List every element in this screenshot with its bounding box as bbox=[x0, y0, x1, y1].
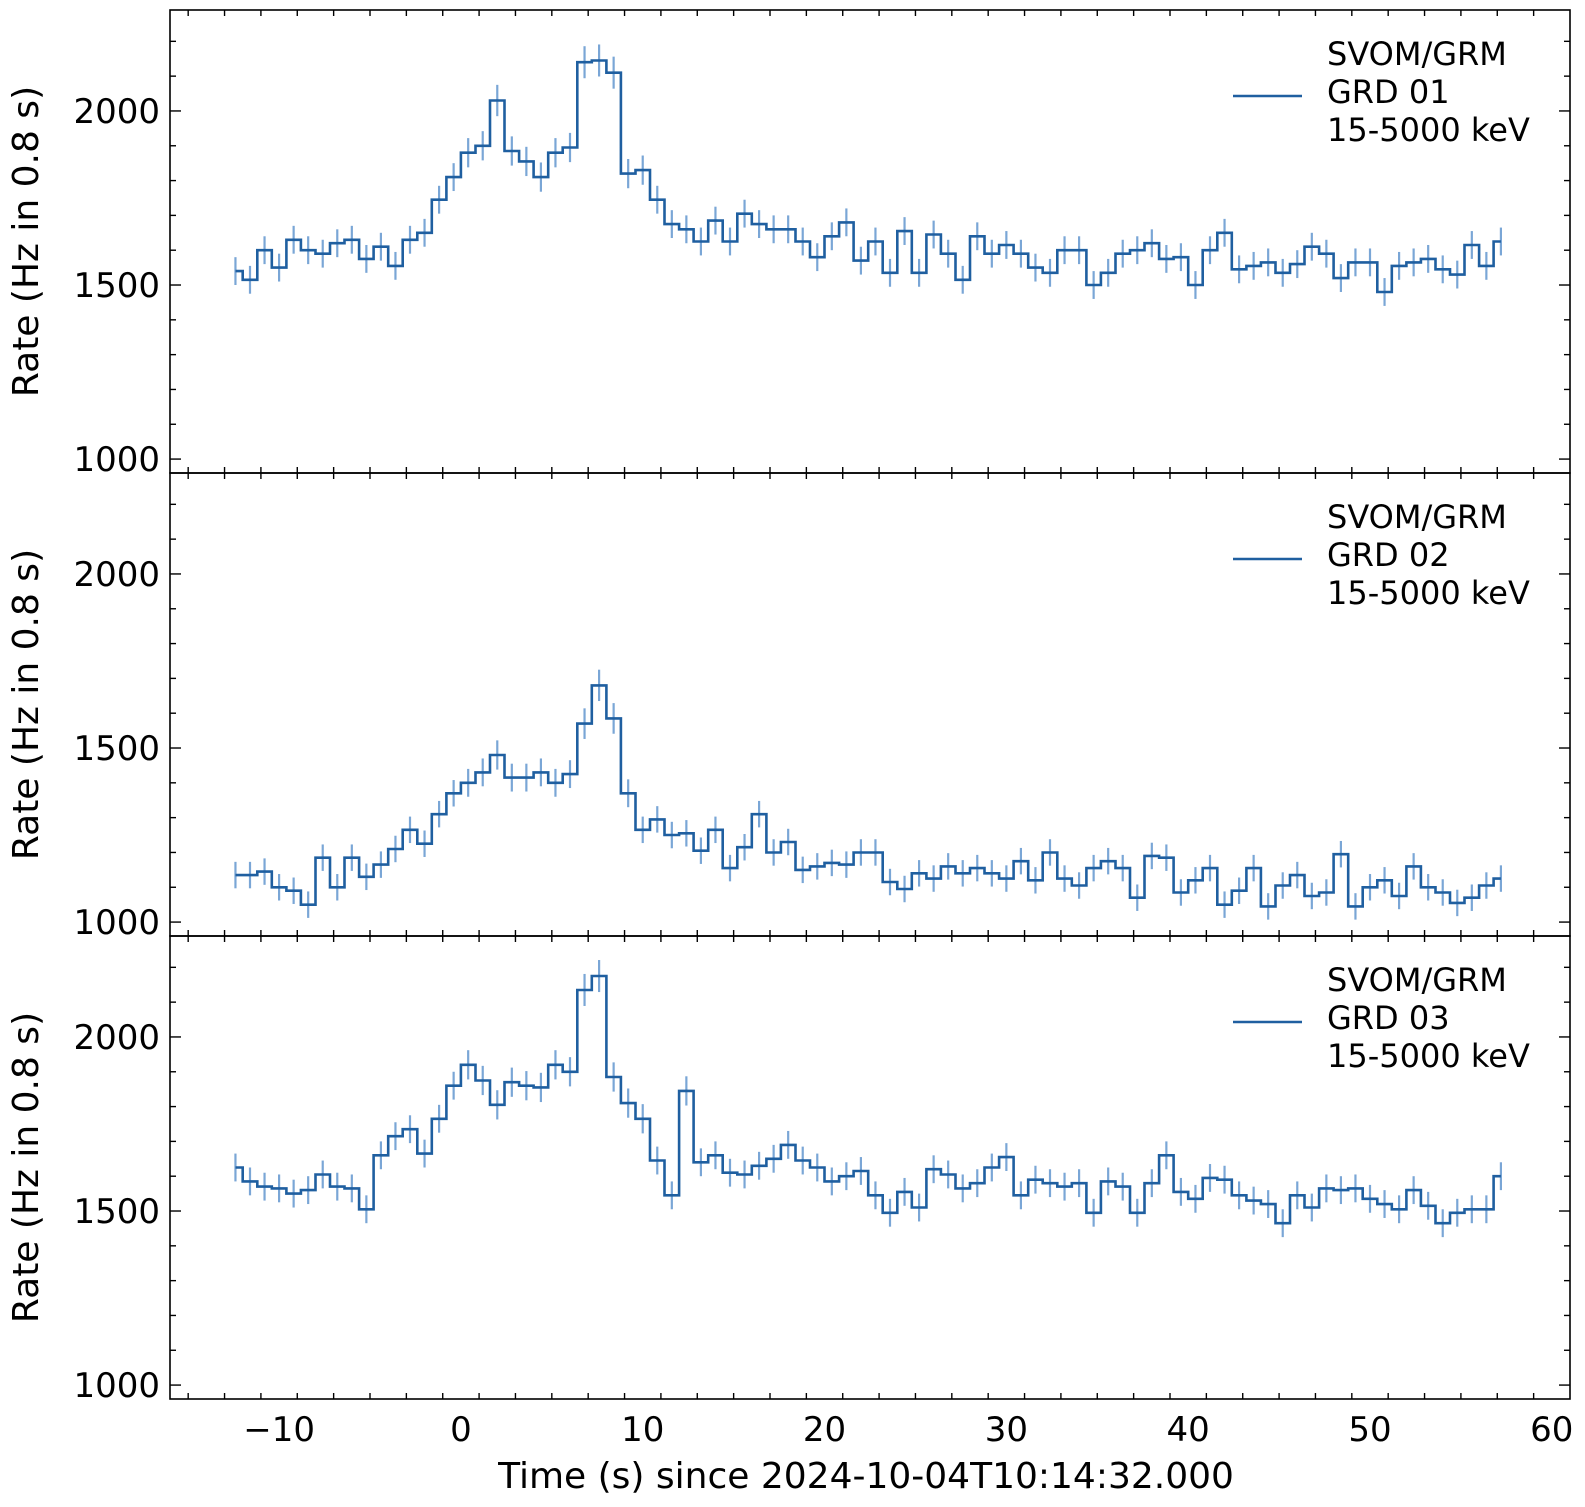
x-tick-labels: −10 0 10 20 30 40 50 60 bbox=[243, 1410, 1573, 1450]
data-line bbox=[235, 684, 1501, 908]
y-axis-label: Rate (Hz in 0.8 s) bbox=[6, 549, 47, 860]
error-bars bbox=[234, 669, 1503, 920]
legend-text-line: 15-5000 keV bbox=[1327, 574, 1530, 612]
error-bars bbox=[234, 44, 1503, 306]
x-ticks bbox=[187, 473, 1535, 936]
legend-text-line: GRD 03 bbox=[1327, 999, 1450, 1037]
panel-3: 1000 1500 2000 Rate (Hz in 0.8 s) SVOM/GRMGR… bbox=[6, 935, 1573, 1450]
y-axis-label: Rate (Hz in 0.8 s) bbox=[6, 1012, 47, 1323]
y-tick-label: 1500 bbox=[73, 266, 160, 306]
legend-text-line: GRD 02 bbox=[1327, 536, 1450, 574]
data-line bbox=[235, 59, 1501, 294]
y-tick-label: 1500 bbox=[73, 1192, 160, 1232]
legend-text-line: SVOM/GRM bbox=[1327, 961, 1507, 999]
x-tick-label: 0 bbox=[450, 1410, 472, 1450]
axes-frame bbox=[169, 935, 1571, 1400]
y-tick-label: 1000 bbox=[73, 1366, 160, 1406]
legend-text-line: GRD 01 bbox=[1327, 73, 1450, 111]
y-tick-label: 2000 bbox=[73, 1018, 160, 1058]
y-ticks: 1000 1500 2000 bbox=[73, 503, 1570, 943]
x-tick-label: 10 bbox=[621, 1410, 664, 1450]
legend-text-line: SVOM/GRM bbox=[1327, 498, 1507, 536]
x-tick-label: 60 bbox=[1530, 1410, 1573, 1450]
y-tick-label: 1500 bbox=[73, 729, 160, 769]
x-tick-label: 40 bbox=[1167, 1410, 1210, 1450]
y-tick-label: 2000 bbox=[73, 92, 160, 132]
panel-2: 1000 1500 2000 Rate (Hz in 0.8 s) SVOM/GRMGR… bbox=[6, 472, 1571, 943]
panel-1: 1000 1500 2000 Rate (Hz in 0.8 s) SVOM/GRMGR… bbox=[6, 9, 1571, 480]
data-line bbox=[235, 974, 1501, 1225]
x-tick-label: 20 bbox=[803, 1410, 846, 1450]
y-ticks: 1000 1500 2000 bbox=[73, 966, 1570, 1406]
y-tick-label: 1000 bbox=[73, 903, 160, 943]
x-axis-label: Time (s) since 2024-10-04T10:14:32.000 bbox=[497, 1456, 1234, 1497]
y-tick-label: 2000 bbox=[73, 555, 160, 595]
x-tick-label: 30 bbox=[985, 1410, 1028, 1450]
y-ticks: 1000 1500 2000 bbox=[73, 40, 1570, 480]
legend-text-line: 15-5000 keV bbox=[1327, 111, 1530, 149]
legend-text-line: 15-5000 keV bbox=[1327, 1037, 1530, 1075]
x-ticks bbox=[187, 936, 1535, 1399]
y-tick-label: 1000 bbox=[73, 440, 160, 480]
y-axis-label: Rate (Hz in 0.8 s) bbox=[6, 86, 47, 397]
x-ticks bbox=[187, 10, 1535, 473]
legend-text-line: SVOM/GRM bbox=[1327, 35, 1507, 73]
x-tick-label: −10 bbox=[243, 1410, 315, 1450]
x-tick-label: 50 bbox=[1348, 1410, 1391, 1450]
